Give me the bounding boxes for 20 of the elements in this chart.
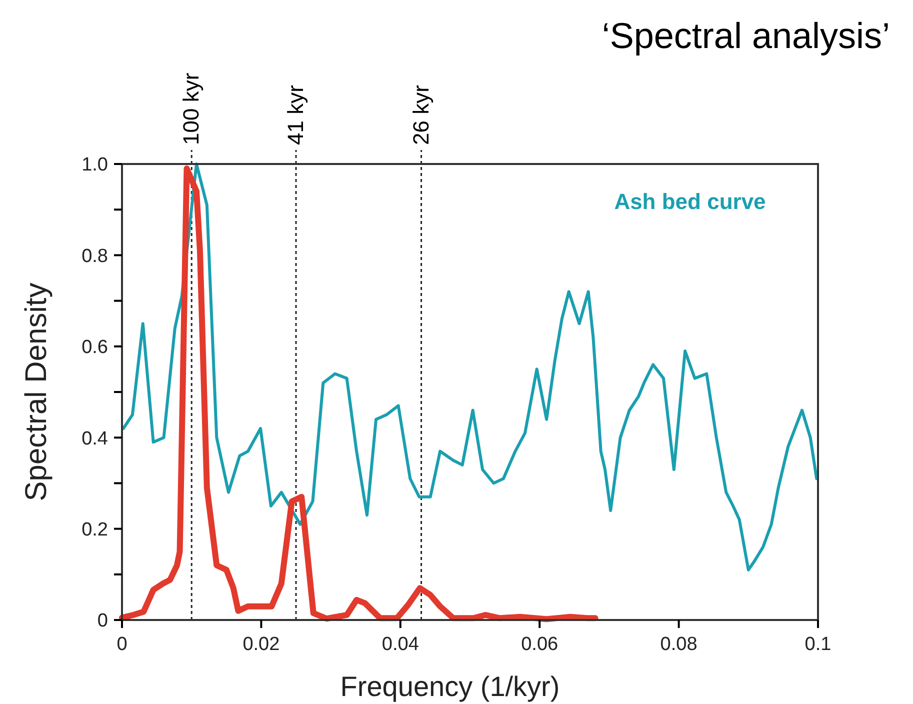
x-tick-label: 0.1 <box>804 634 832 655</box>
x-tick-label: 0.08 <box>660 634 698 655</box>
x-axis-title: Frequency (1/kyr) <box>340 671 560 702</box>
text: Ash bed curve <box>614 188 766 214</box>
x-tick-label: 0.02 <box>242 634 280 655</box>
ref-line-label: 26 kyr <box>408 85 434 145</box>
ref-line-label: 100 kyr <box>178 72 204 145</box>
line-series <box>122 162 818 572</box>
y-tick-label: 0.4 <box>82 428 108 450</box>
x-tick-label: 0.06 <box>521 634 558 655</box>
y-tick-label: 1.0 <box>82 154 108 176</box>
x-tick-label: 0.04 <box>382 634 420 655</box>
y-axis-title: Spectral Density <box>20 282 53 502</box>
y-tick-label: 0.6 <box>82 337 108 358</box>
y-tick-label: 0.2 <box>82 519 108 540</box>
y-tick-label: 0.8 <box>82 246 108 267</box>
ref-line-label: 41 kyr <box>283 85 308 145</box>
x-tick-label: 0 <box>116 634 128 655</box>
chart-title: ‘Spectral analysis’ <box>602 15 890 56</box>
y-tick-label: 0 <box>97 610 108 632</box>
